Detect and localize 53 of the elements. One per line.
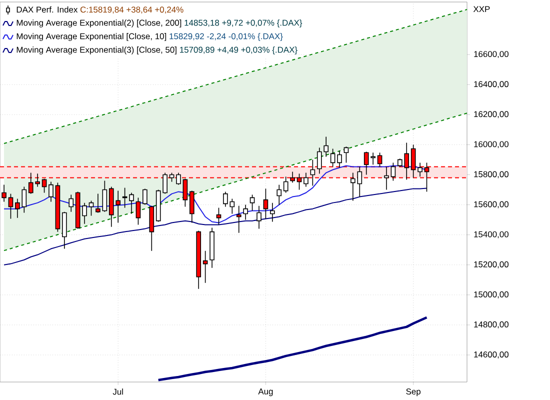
candlestick (337, 150, 342, 168)
legend-label: DAX Perf. Index (16, 6, 78, 13)
candlestick (390, 162, 396, 182)
x-tick-label: Jul (112, 388, 123, 395)
y-tick-label: 15400,00 (474, 231, 509, 238)
y-tick-label: 16400,00 (474, 81, 509, 88)
y-tick-label: 15000,00 (474, 291, 509, 298)
candlestick (176, 172, 181, 186)
y-tick-label: 15600,00 (474, 201, 509, 208)
candlestick (236, 205, 242, 234)
y-axis-title: XXP (473, 6, 490, 12)
candlestick (122, 187, 128, 208)
candlestick (330, 148, 336, 168)
annotation: 14853,18 +9,72 +0,07% {.DAX} (184, 20, 302, 28)
candlestick (48, 181, 54, 202)
candlestick (256, 205, 262, 230)
candlestick (136, 197, 141, 226)
candlestick (263, 188, 268, 220)
candlestick (129, 192, 134, 214)
candlestick (88, 200, 94, 216)
annotation: C:15819,84 +38,64 +0,24% (80, 6, 184, 14)
candlestick (96, 193, 100, 214)
candlestick (2, 184, 6, 202)
candlestick (243, 204, 248, 220)
candlestick (82, 202, 87, 224)
candlestick (102, 180, 108, 212)
legend-label: Moving Average Exponential(2) [Close, 200] (16, 20, 182, 28)
candlestick (270, 202, 275, 222)
candlestick (8, 193, 14, 220)
x-tick-label: Aug (258, 388, 273, 396)
candlestick (344, 146, 349, 164)
candlestick (68, 194, 74, 212)
y-tick-label: 14800,00 (474, 321, 509, 328)
candlestick (418, 162, 422, 178)
y-tick-label: 15200,00 (474, 261, 509, 268)
y-tick-label: 14600,00 (474, 351, 509, 358)
legend-label: Moving Average Exponential(3) [Close, 50] (16, 46, 176, 54)
y-tick-label: 16000,00 (474, 141, 509, 148)
candlestick (304, 172, 308, 188)
candlestick (283, 176, 288, 194)
annotation: 15829,92 -2,24 -0,01% {.DAX} (170, 33, 283, 41)
candlestick (189, 190, 194, 224)
candlestick (276, 184, 282, 206)
y-tick-label: 16200,00 (474, 111, 509, 118)
candlestick (377, 152, 382, 168)
annotation: 15709,89 +4,49 +0,03% {.DAX} (180, 46, 298, 54)
y-tick-label: 16600,00 (474, 51, 509, 58)
legend-label: Moving Average Exponential [Close, 10] (16, 33, 166, 41)
candlestick (310, 159, 316, 186)
candlestick (142, 188, 148, 206)
candlestick (384, 166, 389, 190)
x-tick-label: Sep (406, 388, 421, 396)
y-tick-label: 15800,00 (474, 171, 509, 178)
